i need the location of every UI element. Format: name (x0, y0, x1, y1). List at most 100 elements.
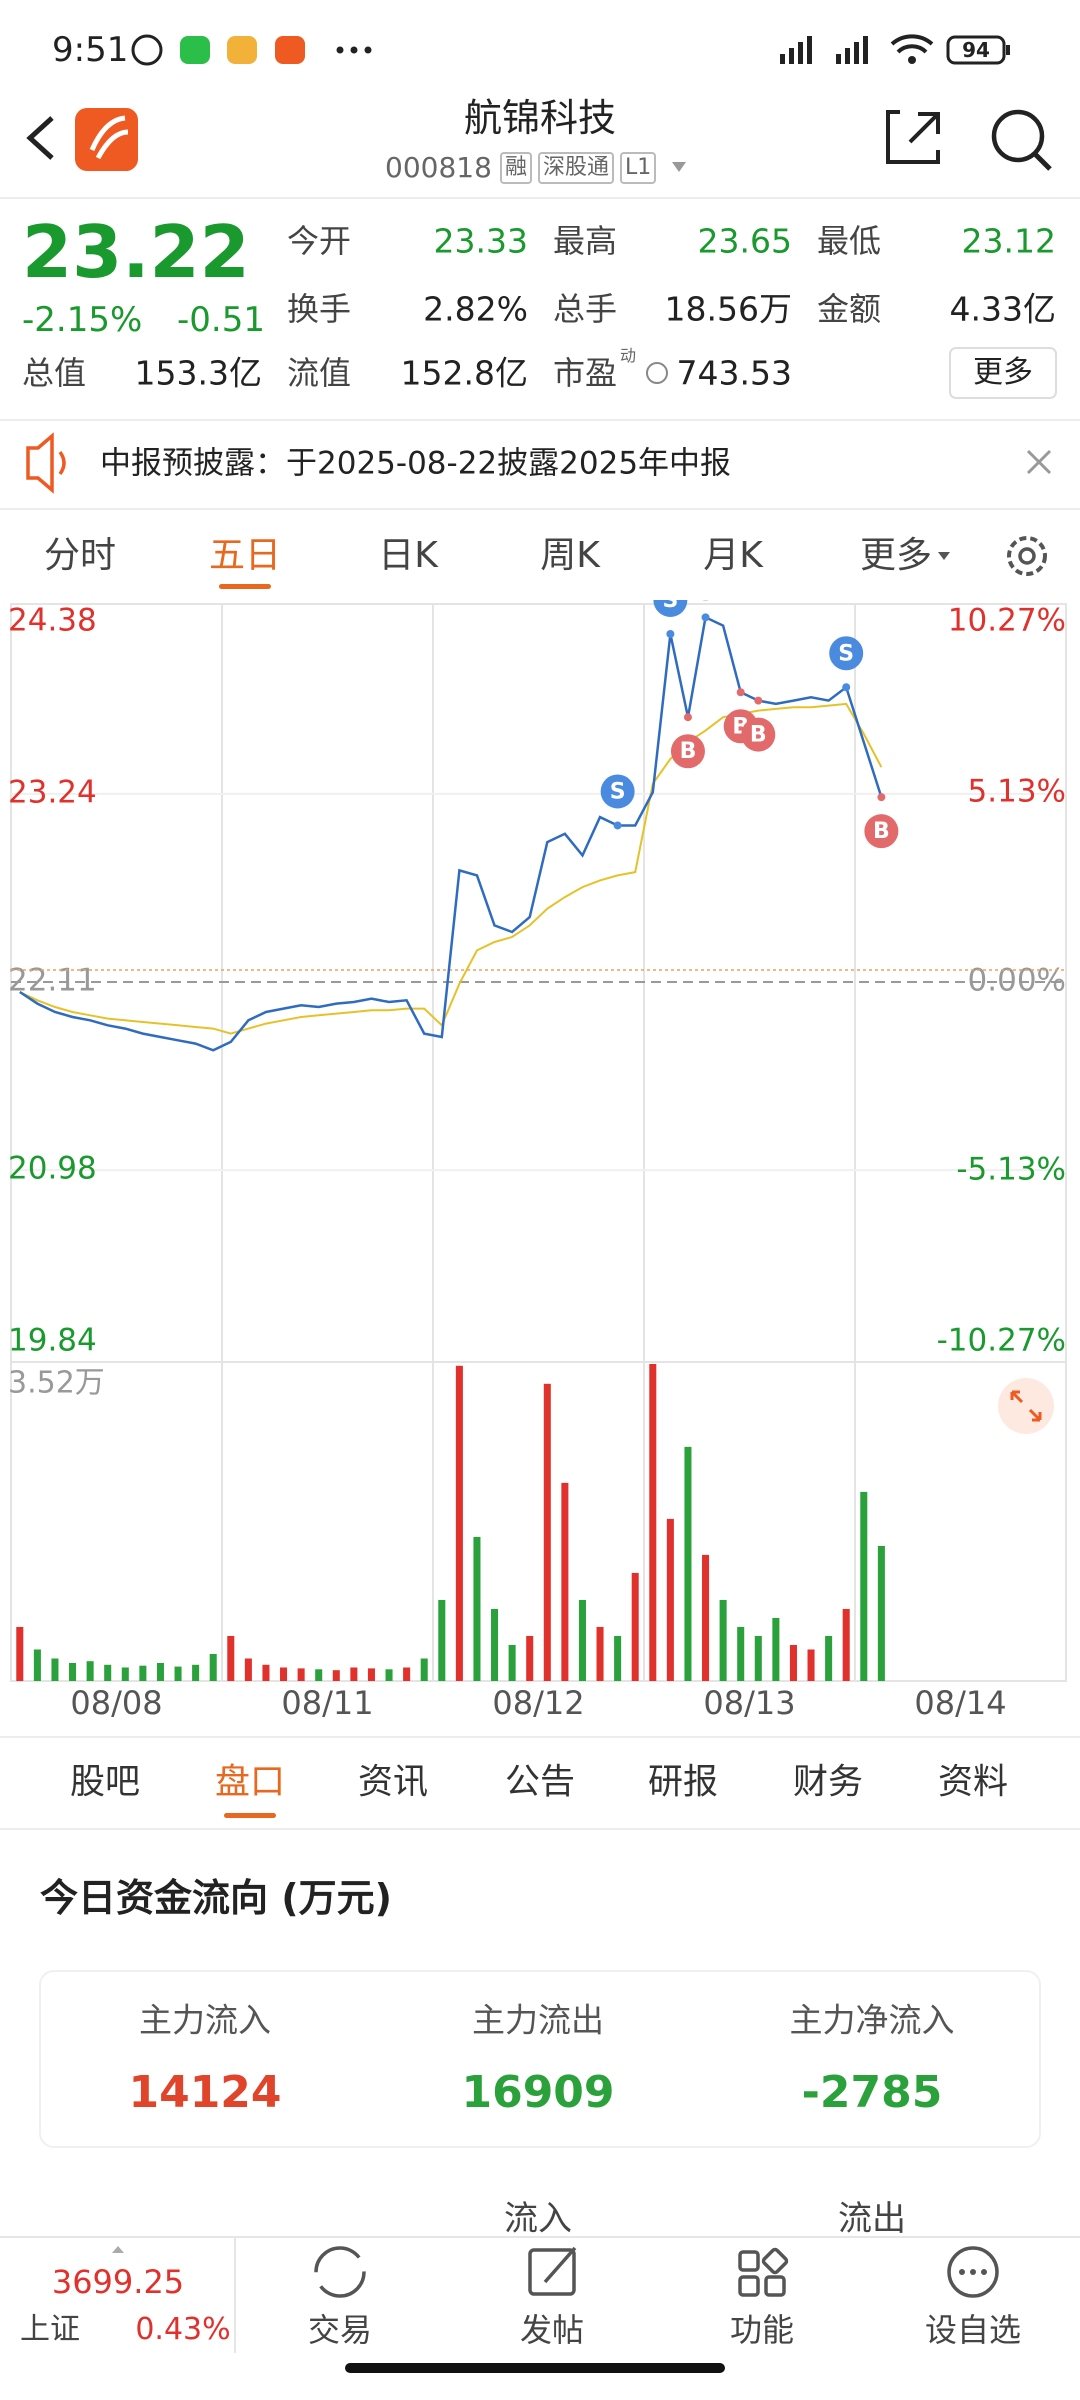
chart-tab[interactable]: 更多 (859, 535, 933, 576)
volume-bar (737, 1626, 745, 1681)
fund-label: 主力流入 (139, 2000, 271, 2040)
trade-marker-label: B (750, 723, 767, 748)
quote-label: 最高 (553, 222, 618, 260)
x-tick-label: 08/13 (703, 1684, 795, 1722)
trade-icon[interactable] (314, 2246, 366, 2298)
quote-value: 18.56万 (664, 289, 792, 329)
sub-tab[interactable]: 公告 (504, 1762, 576, 1803)
trade-marker (829, 636, 864, 671)
nav-item[interactable]: 设自选 (924, 2311, 1022, 2349)
volume-bar (403, 1667, 411, 1681)
dropdown-arrow[interactable] (938, 552, 950, 560)
app-logo (75, 108, 138, 171)
app-logo (89, 115, 129, 160)
sub-tab[interactable]: 盘口 (214, 1762, 286, 1803)
sub-tab[interactable]: 财务 (792, 1762, 864, 1803)
search-button[interactable] (1033, 152, 1052, 171)
volume-bar (121, 1667, 129, 1681)
stock-name: 航锦科技 (463, 96, 617, 140)
dropdown-arrow[interactable] (672, 162, 686, 172)
sub-tab[interactable]: 研报 (647, 1762, 719, 1803)
quote-label: 总值 (22, 354, 87, 392)
quote-label: 金额 (817, 290, 882, 328)
volume-bar (772, 1617, 780, 1681)
price-line (19, 615, 883, 1052)
close-button[interactable] (1026, 449, 1052, 475)
trade-point (683, 713, 692, 722)
wechat-icon (180, 36, 210, 64)
notice-text: 中报预披露：于2025-08-22披露2025年中报 (100, 445, 732, 482)
volume-bar (438, 1599, 446, 1681)
column-header: 流入 (504, 2199, 572, 2239)
more-button-label[interactable]: 更多 (973, 355, 1033, 390)
y2-tick-label: 10.27% (948, 603, 1066, 639)
volume-bar (508, 1644, 516, 1681)
chart-tab[interactable]: 分时 (43, 535, 117, 576)
change-amount: -0.51 (177, 300, 265, 340)
x-tick-label: 08/12 (492, 1684, 584, 1722)
nav-item[interactable]: 发帖 (519, 2311, 585, 2349)
chart-tab[interactable]: 月K (703, 535, 763, 576)
expand-button[interactable] (1010, 1390, 1042, 1422)
stock-tag: 深股通 (538, 152, 615, 184)
sub-tab[interactable]: 资料 (937, 1762, 1009, 1803)
divider (0, 197, 1080, 199)
volume-bar (807, 1649, 815, 1681)
five-day-chart: 08/08 08/11 08/12 08/13 08/1419.8420.9822.11… (8, 600, 1067, 1722)
share-button[interactable] (886, 110, 940, 164)
watchlist-icon[interactable] (959, 2269, 987, 2275)
y-tick-label: 20.98 (8, 1151, 97, 1187)
change-percent: -2.15% (22, 300, 143, 340)
divider (0, 2236, 1080, 2238)
quote-label: 换手 (287, 290, 352, 328)
chart-frame (10, 603, 1067, 1682)
quote-label: 流值 (287, 354, 352, 392)
trade-marker (600, 774, 635, 809)
watchlist-icon[interactable] (947, 2246, 999, 2298)
index-value: 3699.25 (51, 2263, 185, 2301)
battery-icon (1006, 45, 1010, 55)
active-tab-underline (224, 1813, 276, 1818)
volume-bar (139, 1665, 147, 1681)
volume-bar (842, 1608, 850, 1681)
search-button[interactable] (991, 109, 1045, 163)
divider (0, 1828, 1080, 1830)
function-icon[interactable] (738, 2247, 789, 2297)
volume-bar (33, 1649, 41, 1681)
app-icon (275, 36, 305, 64)
settings-button[interactable] (1007, 536, 1047, 576)
y2-tick-label: 0.00% (968, 963, 1066, 999)
fund-label: 主力流出 (472, 2000, 604, 2040)
settings-button[interactable] (1018, 547, 1036, 565)
chart-tab[interactable]: 日K (378, 535, 438, 576)
fund-card (39, 1970, 1041, 2148)
sub-tab[interactable]: 资讯 (357, 1762, 429, 1803)
average-line (19, 702, 883, 1035)
fund-value: 14124 (128, 2067, 282, 2118)
post-icon[interactable] (528, 2248, 576, 2296)
fund-value: 16909 (461, 2067, 615, 2118)
sub-tab[interactable]: 股吧 (69, 1762, 141, 1803)
pe-info-icon[interactable] (646, 362, 668, 384)
trade-point (736, 688, 745, 697)
post-icon[interactable] (543, 2246, 577, 2284)
more-dots (336, 46, 372, 54)
quote-label: 今开 (287, 222, 352, 260)
last-price: 23.22 (22, 210, 250, 294)
volume-bar (262, 1664, 270, 1681)
back-button[interactable] (26, 116, 54, 160)
volume-bar (104, 1664, 112, 1681)
chart-tab[interactable]: 周K (540, 535, 600, 576)
volume-bar (455, 1365, 463, 1681)
trade-point (666, 629, 675, 638)
nav-item[interactable]: 功能 (729, 2311, 795, 2349)
chart-tab[interactable]: 五日 (208, 535, 282, 576)
more-button[interactable] (949, 347, 1057, 399)
volume-bar (561, 1482, 569, 1681)
nav-item[interactable]: 交易 (307, 2311, 373, 2349)
volume-bar (227, 1635, 235, 1681)
trade-point (701, 613, 710, 622)
battery-icon (946, 35, 1006, 65)
